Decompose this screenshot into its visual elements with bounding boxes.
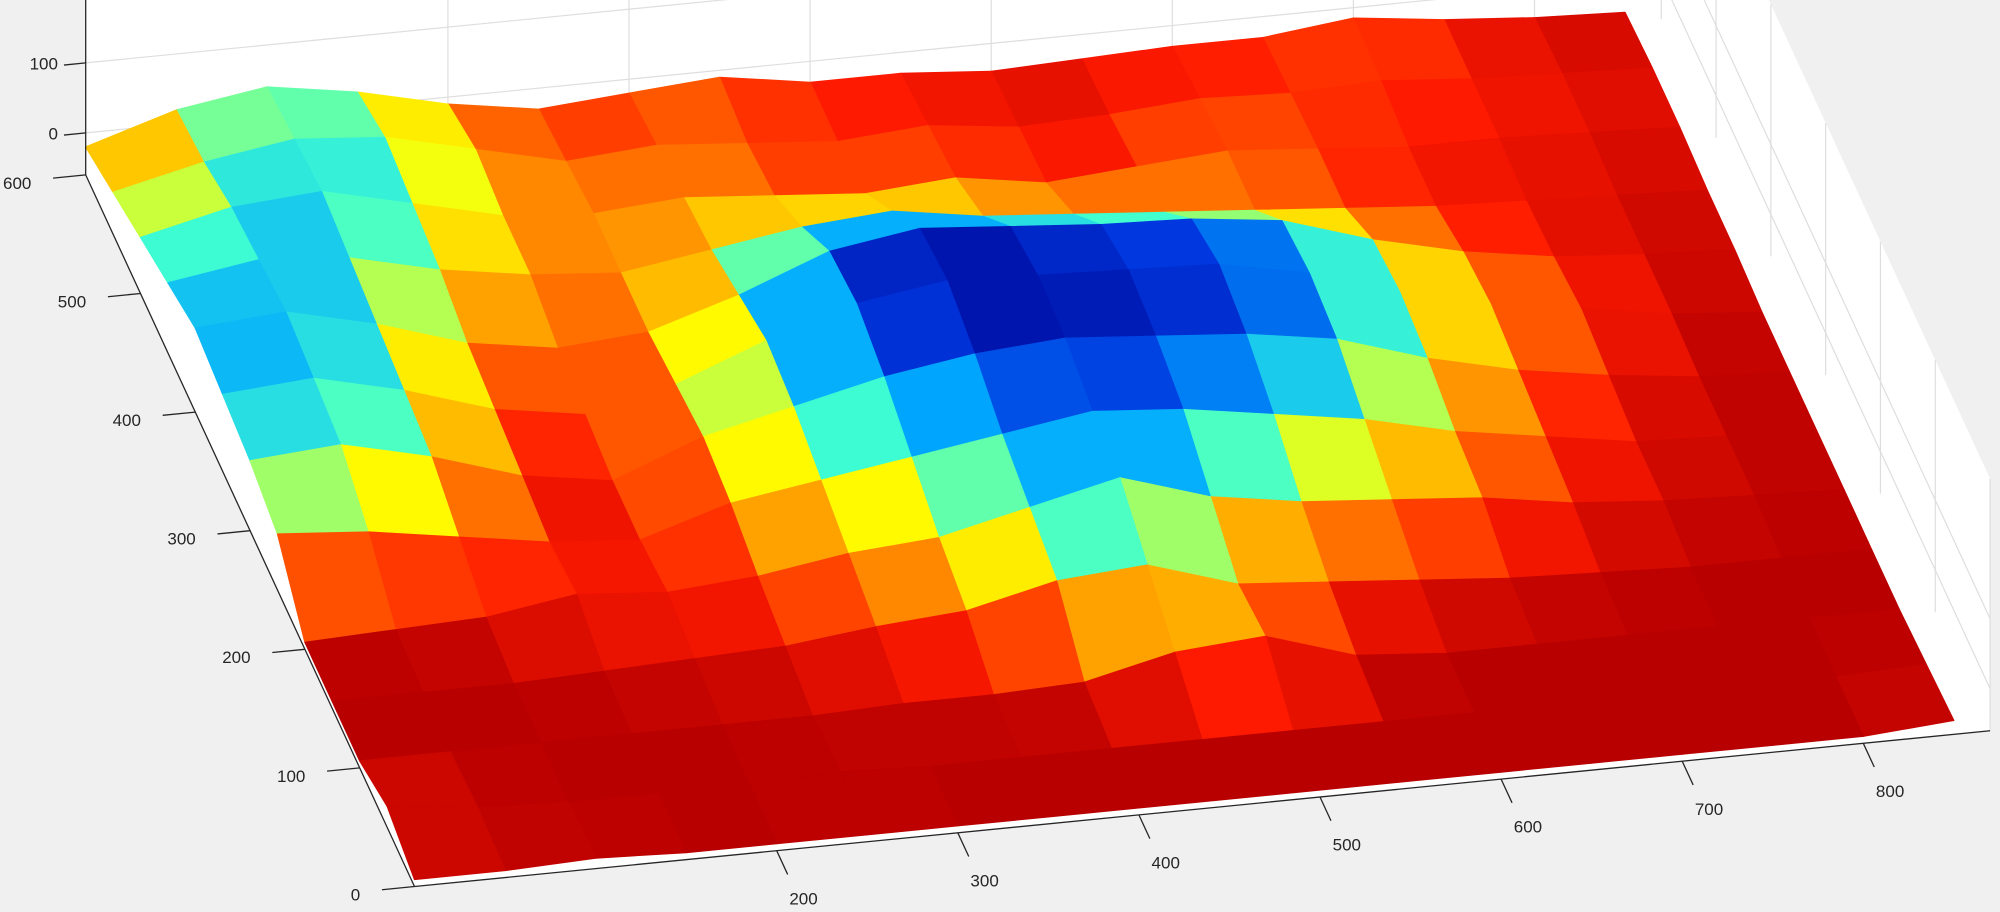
grid-line xyxy=(85,0,1991,690)
x-tick-label: 300 xyxy=(970,871,998,890)
y-tick-label: 100 xyxy=(277,767,305,786)
y-tick-label: 600 xyxy=(3,174,31,193)
x-tick xyxy=(1138,814,1151,839)
y-tick-label: 200 xyxy=(222,648,250,667)
y-tick xyxy=(381,885,415,891)
z-tick-label: 0 xyxy=(48,125,57,144)
x-tick xyxy=(957,832,970,857)
y-tick xyxy=(107,292,141,298)
x-tick xyxy=(776,850,789,875)
x-tick xyxy=(1681,760,1694,786)
x-tick-label: 600 xyxy=(1514,818,1542,837)
y-tick xyxy=(162,411,196,416)
z-tick xyxy=(63,62,86,66)
x-tick-label: 500 xyxy=(1333,836,1361,855)
y-tick xyxy=(217,530,251,535)
axis-line xyxy=(414,730,1991,888)
y-tick-label: 400 xyxy=(113,411,141,430)
x-tick-label: 700 xyxy=(1695,800,1723,819)
x-tick-label: 400 xyxy=(1152,853,1180,872)
x-tick xyxy=(1862,743,1875,768)
x-tick-label: 200 xyxy=(789,889,817,908)
y-tick xyxy=(327,767,360,772)
grid-line xyxy=(85,0,1991,620)
surface-patch xyxy=(386,805,506,881)
y-tick-label: 300 xyxy=(167,530,195,549)
y-tick xyxy=(53,174,86,179)
x-tick xyxy=(1500,778,1513,804)
x-tick-label: 800 xyxy=(1876,782,1904,801)
y-tick-label: 500 xyxy=(58,292,86,311)
z-tick-label: 100 xyxy=(30,55,58,74)
y-tick xyxy=(272,648,305,654)
x-tick xyxy=(1319,796,1332,821)
y-tick-label: 0 xyxy=(351,885,360,904)
z-tick xyxy=(63,132,86,136)
